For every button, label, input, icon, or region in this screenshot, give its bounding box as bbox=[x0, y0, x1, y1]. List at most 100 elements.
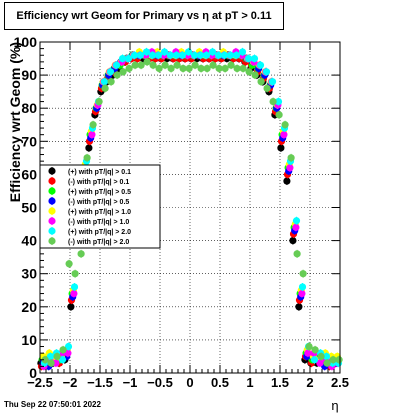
data-point bbox=[131, 61, 139, 69]
data-point bbox=[179, 64, 187, 73]
data-point bbox=[226, 51, 235, 59]
data-point bbox=[148, 51, 157, 59]
chart-title: Efficiency wrt Geom for Primary vs η at … bbox=[4, 2, 284, 30]
x-tick-label: −2.5 bbox=[27, 375, 53, 390]
data-point bbox=[137, 61, 145, 69]
data-point bbox=[184, 48, 193, 56]
data-point bbox=[287, 154, 295, 162]
x-axis-label: η bbox=[331, 398, 338, 413]
x-tick-label: 0 bbox=[186, 375, 193, 390]
data-point bbox=[281, 121, 289, 129]
data-point bbox=[283, 177, 291, 185]
data-point bbox=[209, 61, 217, 69]
x-tick-label: −1 bbox=[123, 375, 138, 390]
data-point bbox=[299, 270, 307, 278]
data-point bbox=[263, 84, 271, 92]
y-tick-label: 100 bbox=[14, 34, 38, 50]
data-point bbox=[142, 48, 151, 56]
data-point bbox=[85, 144, 93, 152]
data-point bbox=[130, 51, 139, 59]
data-point bbox=[95, 97, 103, 106]
x-tick-label: 1.5 bbox=[271, 375, 289, 390]
x-tick-label: 1 bbox=[246, 375, 253, 390]
data-point bbox=[71, 270, 79, 278]
x-tick-label: 0.5 bbox=[211, 375, 229, 390]
x-tick-label: −0.5 bbox=[147, 375, 173, 390]
data-point bbox=[70, 283, 79, 291]
data-point bbox=[89, 121, 97, 129]
data-point bbox=[118, 54, 127, 63]
legend-label: (-) with pT/|q| > 1.0 bbox=[68, 219, 129, 226]
legend-marker bbox=[48, 187, 56, 195]
data-point bbox=[268, 78, 277, 86]
timestamp: Thu Sep 22 07:50:01 2022 bbox=[4, 400, 101, 409]
data-point bbox=[295, 303, 303, 311]
legend-label: (+) with pT/|q| > 2.0 bbox=[68, 229, 131, 236]
data-point bbox=[275, 111, 283, 119]
data-point bbox=[310, 356, 319, 364]
legend-label: (-) with pT/|q| > 0.1 bbox=[68, 179, 129, 186]
data-point bbox=[251, 71, 259, 79]
data-point bbox=[316, 359, 324, 367]
data-point bbox=[67, 303, 75, 311]
y-tick-label: 70 bbox=[21, 133, 37, 149]
data-point bbox=[238, 48, 247, 56]
data-point bbox=[250, 54, 259, 63]
data-point bbox=[191, 61, 199, 69]
data-point bbox=[292, 217, 301, 225]
legend-label: (+) with pT/|q| > 0.1 bbox=[68, 169, 131, 176]
data-point bbox=[149, 61, 157, 69]
data-point bbox=[335, 356, 343, 364]
data-point bbox=[208, 48, 217, 56]
data-point bbox=[41, 356, 49, 364]
y-tick-label: 30 bbox=[21, 266, 37, 282]
y-tick-label: 20 bbox=[21, 299, 37, 315]
data-point bbox=[190, 51, 199, 59]
data-point bbox=[257, 78, 265, 86]
data-point bbox=[298, 289, 306, 298]
data-point bbox=[59, 346, 67, 354]
data-point bbox=[202, 51, 211, 59]
y-tick-label: 40 bbox=[21, 233, 37, 249]
data-point bbox=[239, 64, 247, 73]
legend-label: (+) with pT/|q| > 0.5 bbox=[68, 189, 131, 196]
data-point bbox=[172, 51, 181, 59]
data-point bbox=[244, 54, 253, 63]
data-point bbox=[101, 84, 109, 92]
data-point bbox=[47, 359, 55, 367]
legend-marker bbox=[48, 197, 56, 205]
data-point bbox=[304, 349, 312, 357]
data-point bbox=[215, 64, 223, 73]
data-point bbox=[125, 64, 133, 73]
data-point bbox=[155, 64, 163, 73]
x-tick-label: −1.5 bbox=[87, 375, 113, 390]
legend-label: (+) with pT/|q| > 1.0 bbox=[68, 209, 131, 216]
axes: −2.5 −2 −1.5 −1 −0.5 0 0.5 1 1.5 2 2.5 0 10 20 30 40 50 6… bbox=[14, 34, 349, 390]
y-tick-label: 10 bbox=[21, 332, 37, 348]
data-point bbox=[232, 51, 241, 59]
data-point bbox=[143, 58, 151, 66]
legend-label: (-) with pT/|q| > 2.0 bbox=[68, 239, 129, 246]
data-point bbox=[220, 51, 229, 59]
x-tick-label: 2 bbox=[306, 375, 313, 390]
data-point bbox=[311, 346, 319, 354]
data-point bbox=[136, 51, 145, 59]
data-point bbox=[196, 51, 205, 59]
data-point bbox=[64, 342, 73, 351]
data-point bbox=[161, 61, 169, 69]
data-point bbox=[292, 223, 300, 231]
data-point bbox=[289, 237, 297, 245]
data-point bbox=[233, 64, 241, 73]
data-markers bbox=[37, 47, 343, 371]
data-point bbox=[227, 61, 235, 69]
data-point bbox=[262, 68, 271, 76]
data-point bbox=[305, 342, 313, 351]
y-tick-label: 90 bbox=[21, 67, 37, 83]
data-point bbox=[277, 144, 285, 152]
legend-label: (-) with pT/|q| > 0.5 bbox=[68, 199, 129, 206]
y-axis-label: Efficiency wrt Geom (%) bbox=[7, 42, 23, 202]
y-tick-label: 50 bbox=[21, 200, 37, 216]
y-tick-label: 60 bbox=[21, 166, 37, 182]
x-tick-label: 2.5 bbox=[331, 375, 349, 390]
data-point bbox=[256, 61, 265, 69]
